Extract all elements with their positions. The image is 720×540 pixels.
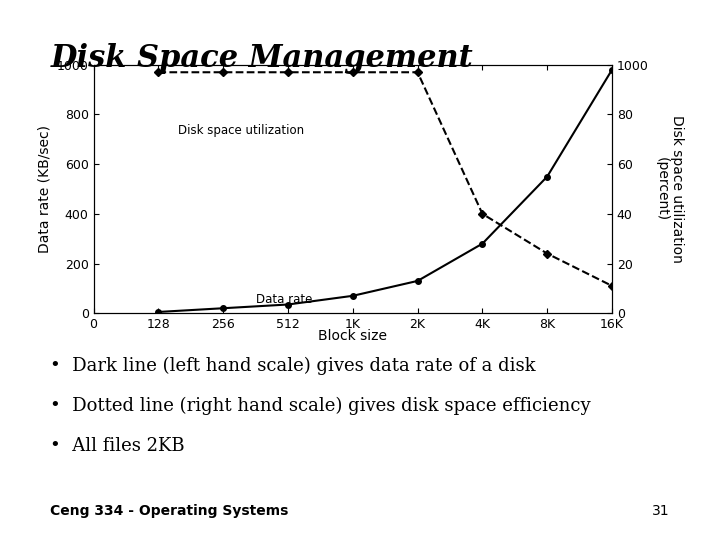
Text: Disk space utilization: Disk space utilization	[178, 124, 304, 137]
Text: •  Dotted line (right hand scale) gives disk space efficiency: • Dotted line (right hand scale) gives d…	[50, 397, 591, 415]
Text: •  Dark line (left hand scale) gives data rate of a disk: • Dark line (left hand scale) gives data…	[50, 356, 536, 375]
Text: 31: 31	[652, 504, 670, 518]
Y-axis label: Disk space utilization
(percent): Disk space utilization (percent)	[654, 115, 685, 263]
Y-axis label: Data rate (KB/sec): Data rate (KB/sec)	[37, 125, 51, 253]
Text: Block size: Block size	[318, 329, 387, 343]
Text: Ceng 334 - Operating Systems: Ceng 334 - Operating Systems	[50, 504, 289, 518]
Text: •  All files 2KB: • All files 2KB	[50, 437, 185, 455]
Text: Data rate: Data rate	[256, 293, 312, 306]
Text: Disk Space Management: Disk Space Management	[50, 43, 473, 74]
